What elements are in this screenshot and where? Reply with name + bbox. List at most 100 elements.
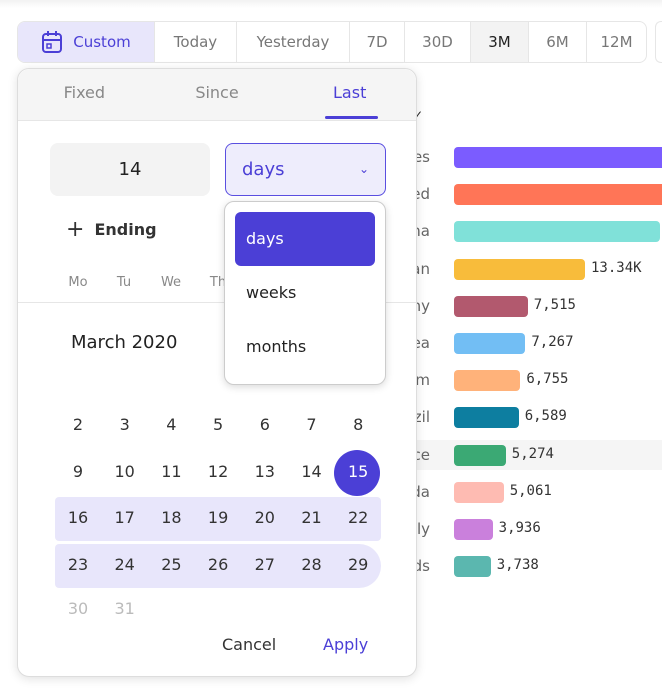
bar-value: 13.34K <box>591 259 642 276</box>
active-tab-indicator <box>325 116 378 119</box>
calendar-day[interactable]: 18 <box>161 508 182 528</box>
bar[interactable] <box>454 519 493 540</box>
calendar-day[interactable]: 24 <box>114 555 135 575</box>
add-ending-button[interactable]: + Ending <box>66 217 157 242</box>
calendar-day[interactable]: 9 <box>72 461 84 481</box>
weekday-we: We <box>160 275 182 290</box>
month-label: March 2020 <box>71 332 178 353</box>
range-highlight <box>55 497 381 541</box>
chevron-down-icon: ⌄ <box>358 162 369 176</box>
calendar-day[interactable]: 30 <box>67 598 89 618</box>
bar[interactable] <box>454 258 585 280</box>
unit-dropdown-menu: days weeks months <box>224 201 386 385</box>
bar-value: 3,936 <box>498 520 541 536</box>
bar-value: 6,755 <box>526 371 569 388</box>
custom-label: Custom <box>73 33 131 51</box>
range-3m[interactable]: 3M <box>471 22 529 62</box>
ending-label: Ending <box>94 220 157 239</box>
range-30d[interactable]: 30D <box>405 22 471 62</box>
tab-last[interactable]: Last <box>333 83 367 102</box>
calendar-day[interactable]: 22 <box>348 508 369 528</box>
calendar-day[interactable]: 10 <box>114 461 135 481</box>
amount-input[interactable]: 14 <box>50 143 210 196</box>
bar[interactable] <box>454 407 519 429</box>
range-7d[interactable]: 7D <box>350 22 405 62</box>
bar[interactable] <box>454 444 506 466</box>
chart-row[interactable]: ds 3,738 <box>400 551 662 581</box>
chart-row[interactable]: m 6,755 <box>400 365 662 395</box>
chart-row[interactable]: da 5,061 <box>400 477 662 507</box>
calendar-day[interactable]: 27 <box>254 555 275 575</box>
calendar-day[interactable]: 6 <box>259 415 270 434</box>
bar[interactable] <box>454 333 526 354</box>
option-months[interactable]: months <box>246 337 307 356</box>
bar[interactable] <box>454 556 491 578</box>
cancel-button[interactable]: Cancel <box>222 635 277 654</box>
row-label: es <box>412 148 430 166</box>
calendar-day[interactable]: 11 <box>161 461 182 481</box>
apply-button[interactable]: Apply <box>323 635 369 654</box>
chart-row[interactable]: an 13.34K <box>400 254 662 284</box>
calendar-day[interactable]: 3 <box>119 415 130 434</box>
calendar-day[interactable]: 7 <box>306 415 317 434</box>
chart-row[interactable]: zil 6,589 <box>400 402 662 432</box>
calendar-day[interactable]: 20 <box>254 508 275 528</box>
bar[interactable] <box>454 295 528 317</box>
range-today[interactable]: Today <box>155 22 237 62</box>
bar[interactable] <box>454 481 504 503</box>
bar-value: 7,267 <box>531 334 574 350</box>
calendar-day[interactable]: 17 <box>114 508 135 528</box>
calendar-icon <box>42 31 63 53</box>
tab-since[interactable]: Since <box>195 83 239 102</box>
chart-row[interactable]: es <box>400 142 662 172</box>
chart-row[interactable]: ea 7,267 <box>400 328 662 358</box>
range-12m[interactable]: 12M <box>600 33 633 51</box>
calendar-day[interactable]: 2 <box>72 415 84 434</box>
row-label: m <box>415 371 430 390</box>
plus-icon: + <box>66 217 85 242</box>
date-range-bar: Custom Today Yesterday 7D 30D 3M 6M 12M <box>17 21 647 63</box>
option-days[interactable]: days <box>235 212 375 266</box>
calendar-day[interactable]: 15 <box>348 461 369 481</box>
bar[interactable] <box>454 147 662 168</box>
bar[interactable] <box>454 184 662 206</box>
calendar-day[interactable]: 23 <box>67 555 89 575</box>
range-6m[interactable]: 6M <box>529 22 587 62</box>
calendar-day[interactable]: 14 <box>301 461 322 481</box>
bar[interactable] <box>454 221 660 243</box>
range-bar-next[interactable] <box>655 21 662 63</box>
unit-select[interactable]: days ⌄ <box>225 143 386 196</box>
calendar-day[interactable]: 29 <box>348 555 369 575</box>
divider <box>18 302 416 303</box>
calendar-day[interactable]: 5 <box>213 415 224 434</box>
chart-row[interactable]: na <box>400 216 662 246</box>
row-label: zil <box>413 408 430 427</box>
weekday-th: Th <box>209 275 227 290</box>
calendar-day[interactable]: 21 <box>301 508 322 528</box>
calendar-day[interactable]: 4 <box>166 415 177 434</box>
calendar-day[interactable]: 19 <box>207 508 229 528</box>
calendar-day[interactable]: 28 <box>301 555 322 575</box>
bar[interactable] <box>454 370 521 392</box>
calendar-day[interactable]: 31 <box>114 598 135 618</box>
calendar-day[interactable]: 13 <box>254 461 275 481</box>
custom-range-button[interactable]: Custom <box>18 22 155 62</box>
calendar-day[interactable]: 26 <box>207 555 229 575</box>
option-weeks[interactable]: weeks <box>246 283 297 302</box>
bar-value: 5,274 <box>511 445 554 462</box>
chart-row[interactable]: ce 5,274 <box>400 439 662 470</box>
calendar-day[interactable]: 25 <box>161 555 182 575</box>
chart-row[interactable]: ny 7,515 <box>400 291 662 321</box>
bar-value: 5,061 <box>509 482 552 499</box>
tab-fixed[interactable]: Fixed <box>63 83 106 102</box>
chart-row[interactable]: ed <box>400 179 662 209</box>
weekday-mo: Mo <box>68 275 88 290</box>
chart-row[interactable]: aly 3,936 <box>400 514 662 544</box>
calendar-day[interactable]: 12 <box>207 461 229 481</box>
calendar-day[interactable]: 8 <box>353 415 364 434</box>
range-highlight <box>55 544 381 588</box>
unit-value: days <box>242 159 285 180</box>
calendar-day[interactable]: 16 <box>67 508 89 528</box>
weekday-tu: Tu <box>116 275 132 290</box>
range-yesterday[interactable]: Yesterday <box>237 22 350 62</box>
